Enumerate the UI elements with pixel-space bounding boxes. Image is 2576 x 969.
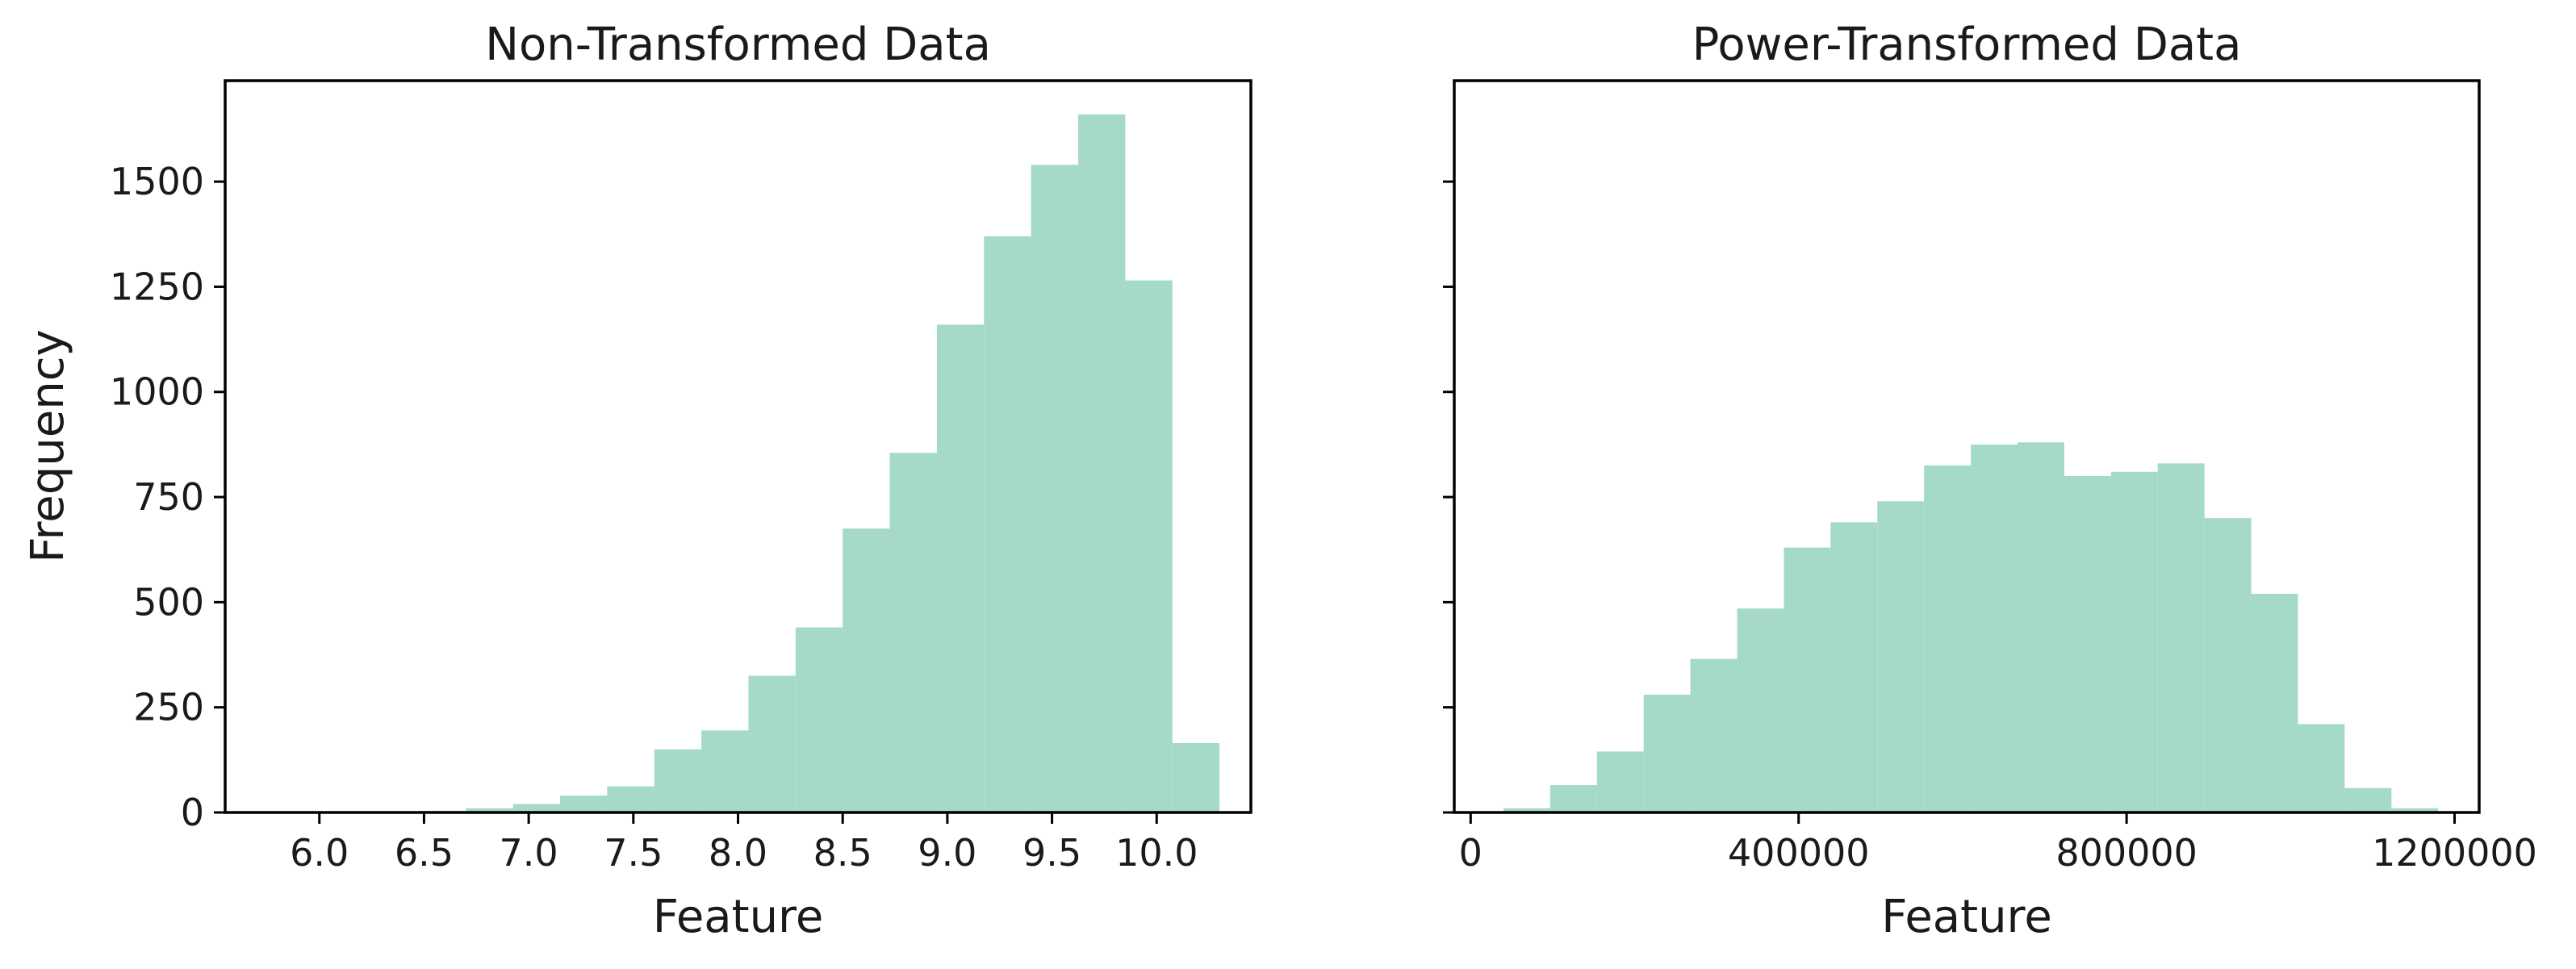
right-x-axis-label: Feature	[1881, 891, 2052, 943]
right-bar-8	[1830, 522, 1878, 812]
left-bar-7	[560, 796, 608, 812]
left-bar-11	[748, 675, 796, 812]
right-bar-2	[1549, 785, 1597, 812]
left-x-tick-label: 8.0	[709, 831, 767, 875]
left-y-tick-label: 1250	[110, 265, 204, 308]
right-chart-title: Power-Transformed Data	[1692, 19, 2242, 71]
right-x-tick-label: 1200000	[2372, 831, 2537, 875]
left-bar-14	[889, 453, 937, 812]
left-bar-12	[795, 627, 843, 812]
right-bar-14	[2110, 471, 2158, 812]
left-bar-10	[701, 730, 749, 812]
left-bar-17	[1031, 165, 1079, 812]
left-y-tick-label: 1500	[110, 160, 204, 203]
right-ticks: 0 400000 800000 1200000	[1443, 180, 2537, 875]
right-bar-20	[2391, 808, 2439, 812]
left-x-tick-label: 8.5	[813, 831, 872, 875]
right-bar-5	[1690, 658, 1738, 812]
left-y-axis-label: Frequency	[22, 329, 74, 562]
left-bar-9	[654, 749, 702, 812]
right-x-tick-label: 400000	[1728, 831, 1870, 875]
right-panel: 0 400000 800000 1200000 Power-Transformed D…	[1443, 19, 2537, 943]
left-y-tick-label: 500	[133, 580, 204, 624]
right-bar-9	[1877, 501, 1925, 812]
left-x-axis-label: Feature	[653, 891, 824, 943]
right-bar-3	[1596, 751, 1644, 812]
left-bar-16	[984, 236, 1031, 813]
left-y-tick-label: 750	[133, 475, 204, 519]
left-bar-8	[607, 786, 654, 812]
left-x-tick-label: 10.0	[1115, 831, 1198, 875]
left-bar-5	[466, 808, 513, 812]
left-y-tick-label: 250	[133, 686, 204, 729]
left-panel: 6.0 6.5 7.0 7.5 8.0 8.5 9.0 9.5 10.0 0 250 500 750 10…	[22, 19, 1252, 943]
right-x-tick-label: 800000	[2055, 831, 2198, 875]
left-y-tick-label: 1000	[110, 370, 204, 414]
left-bar-15	[936, 324, 985, 812]
right-bar-12	[2017, 442, 2064, 812]
right-bar-17	[2251, 593, 2298, 812]
right-x-tick-label: 0	[1459, 831, 1482, 875]
left-chart-title: Non-Transformed Data	[485, 19, 991, 71]
right-bar-10	[1924, 465, 1972, 812]
right-bar-15	[2157, 463, 2205, 812]
right-bar-13	[2064, 475, 2111, 812]
right-bar-16	[2204, 518, 2252, 812]
left-bar-18	[1078, 114, 1126, 812]
right-bar-1	[1503, 808, 1550, 812]
right-bar-18	[2298, 724, 2345, 812]
left-x-tick-label: 7.5	[604, 831, 663, 875]
right-plot-frame	[1453, 79, 2481, 814]
left-x-tick-label: 9.0	[918, 831, 976, 875]
left-bar-19	[1125, 280, 1173, 812]
left-bar-13	[843, 528, 890, 812]
right-bar-19	[2344, 787, 2392, 812]
left-bar-20	[1172, 742, 1220, 812]
right-bar-4	[1643, 695, 1691, 812]
right-bars	[1503, 442, 2439, 812]
left-x-tick-label: 7.0	[500, 831, 558, 875]
left-x-tick-label: 6.5	[395, 831, 454, 875]
left-ticks: 6.0 6.5 7.0 7.5 8.0 8.5 9.0 9.5 10.0 0 250 500 750 10…	[110, 160, 1198, 875]
left-y-tick-label: 0	[181, 791, 204, 834]
left-bars	[277, 114, 1220, 813]
left-x-tick-label: 6.0	[290, 831, 349, 875]
right-bar-7	[1784, 547, 1831, 812]
right-bar-11	[1971, 444, 2018, 812]
right-bar-6	[1737, 608, 1784, 812]
left-bar-6	[512, 804, 561, 812]
left-x-tick-label: 9.5	[1022, 831, 1081, 875]
left-plot-frame	[224, 79, 1252, 814]
